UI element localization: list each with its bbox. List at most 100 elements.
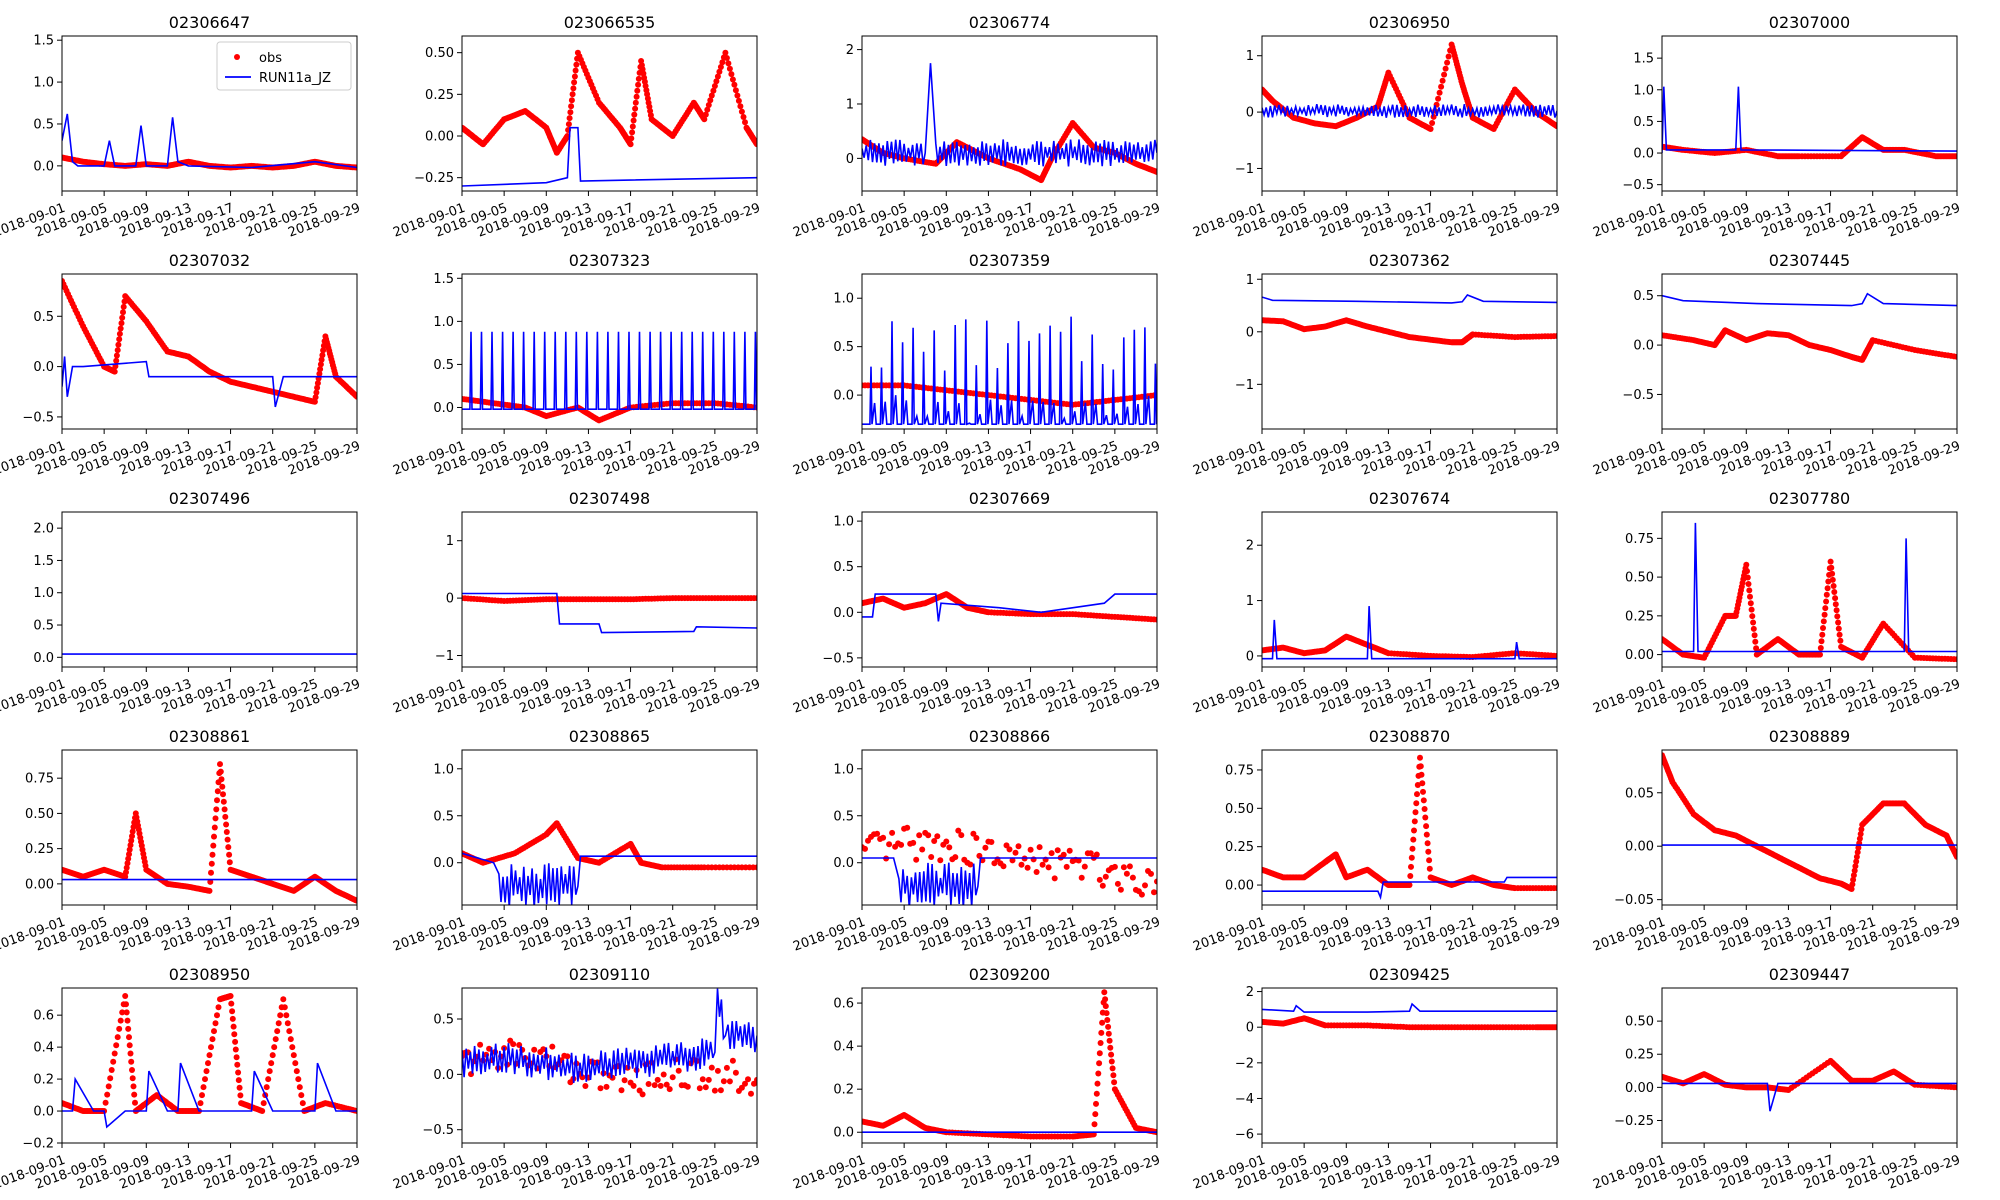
obs-point [1104, 1017, 1111, 1023]
y-tick-label: 1 [1246, 594, 1254, 609]
obs-point [319, 352, 326, 359]
series-obs [62, 993, 357, 1114]
obs-point [292, 1060, 299, 1067]
obs-point [754, 595, 757, 602]
obs-point [1554, 333, 1557, 339]
obs-point [635, 75, 642, 82]
obs-point [1424, 840, 1431, 847]
obs-point [629, 123, 636, 130]
obs-point [645, 1081, 652, 1087]
obs-point [1744, 574, 1751, 581]
obs-point [723, 1064, 730, 1071]
obs-point [1009, 857, 1016, 864]
series-obs [62, 278, 357, 405]
obs-point [1093, 851, 1100, 858]
obs-point [1423, 823, 1430, 830]
y-tick-label: 0.0 [1633, 147, 1654, 162]
obs-point [281, 1004, 288, 1011]
obs-point [862, 845, 868, 852]
y-tick-label: 1.0 [433, 315, 454, 330]
obs-point [214, 1012, 220, 1019]
obs-point [275, 1020, 282, 1027]
series-run11a_jz [1262, 1002, 1557, 1013]
obs-point [732, 1069, 739, 1076]
y-tick-label: 0.00 [1625, 840, 1654, 855]
obs-point [117, 325, 124, 332]
obs-point [874, 830, 881, 837]
y-tick-label: 0.00 [25, 877, 54, 892]
obs-point [274, 1028, 281, 1035]
obs-point [1414, 791, 1420, 798]
obs-point [200, 1084, 207, 1091]
obs-point [1108, 1058, 1115, 1065]
y-tick-label: 0.00 [1225, 879, 1254, 894]
obs-point [1114, 880, 1121, 887]
panel-02309200: 023092000.00.20.40.62018-09-012018-09-05… [791, 965, 1162, 1193]
obs-point [1855, 844, 1862, 851]
obs-point [220, 791, 226, 798]
legend-label-model: RUN11a_JZ [259, 71, 331, 86]
y-tick-label: 2 [1246, 985, 1254, 1000]
obs-point [1853, 853, 1860, 860]
obs-point [1752, 638, 1759, 645]
y-tick-label: −0.5 [1622, 178, 1654, 193]
panel-02309447: 02309447−0.250.000.250.502018-09-012018-… [1591, 965, 1962, 1193]
obs-point [1748, 606, 1755, 613]
obs-point [1828, 564, 1835, 571]
y-tick-label: 0.75 [1625, 532, 1654, 547]
y-tick-label: 0.4 [33, 1041, 54, 1056]
y-tick-label: 0.2 [833, 1083, 854, 1098]
y-tick-label: 2 [1246, 539, 1254, 554]
y-tick-label: 1.0 [433, 762, 454, 777]
axes-frame [461, 273, 758, 430]
obs-point [745, 1076, 751, 1083]
panel-title: 02307323 [569, 251, 650, 270]
obs-point [126, 846, 133, 853]
obs-point [1154, 169, 1157, 175]
obs-point [571, 79, 578, 86]
obs-point [212, 1020, 219, 1027]
obs-point [217, 761, 223, 768]
obs-point [728, 71, 735, 78]
y-tick-label: 0 [446, 592, 454, 607]
obs-point [1858, 826, 1865, 833]
obs-point [210, 842, 217, 849]
panel-title: 02307496 [169, 489, 250, 508]
obs-point [629, 129, 636, 136]
obs-point [234, 1061, 241, 1068]
obs-point [582, 1083, 589, 1089]
obs-point [1856, 835, 1863, 842]
obs-point [1096, 876, 1103, 883]
obs-point [1554, 1024, 1557, 1031]
series-obs [1662, 558, 1957, 663]
obs-point [1821, 611, 1828, 618]
obs-point [1048, 850, 1055, 857]
obs-point [1105, 1023, 1112, 1030]
obs-point [572, 67, 579, 74]
obs-point [1852, 863, 1859, 870]
y-tick-label: 0.50 [425, 46, 454, 61]
obs-point [663, 1081, 670, 1088]
obs-point [1106, 1037, 1113, 1044]
obs-point [1099, 882, 1106, 889]
obs-point [657, 1082, 664, 1089]
panel-title: 02307674 [1369, 489, 1450, 508]
obs-point [1110, 1072, 1117, 1079]
plot-area [462, 820, 757, 905]
obs-point [1101, 989, 1108, 996]
y-tick-label: −0.2 [22, 1137, 54, 1152]
obs-point [1142, 882, 1148, 889]
series-obs [1262, 41, 1557, 132]
series-obs [1662, 327, 1957, 363]
obs-point [232, 1046, 239, 1053]
obs-point [1420, 797, 1427, 804]
obs-point [293, 1068, 300, 1075]
obs-point [1129, 874, 1136, 881]
obs-point [126, 1034, 132, 1041]
y-tick-label: 0.75 [1225, 763, 1254, 778]
plot-area [1662, 86, 1957, 160]
obs-point [618, 1087, 625, 1094]
plot-area [862, 989, 1157, 1140]
obs-point [1445, 53, 1452, 60]
